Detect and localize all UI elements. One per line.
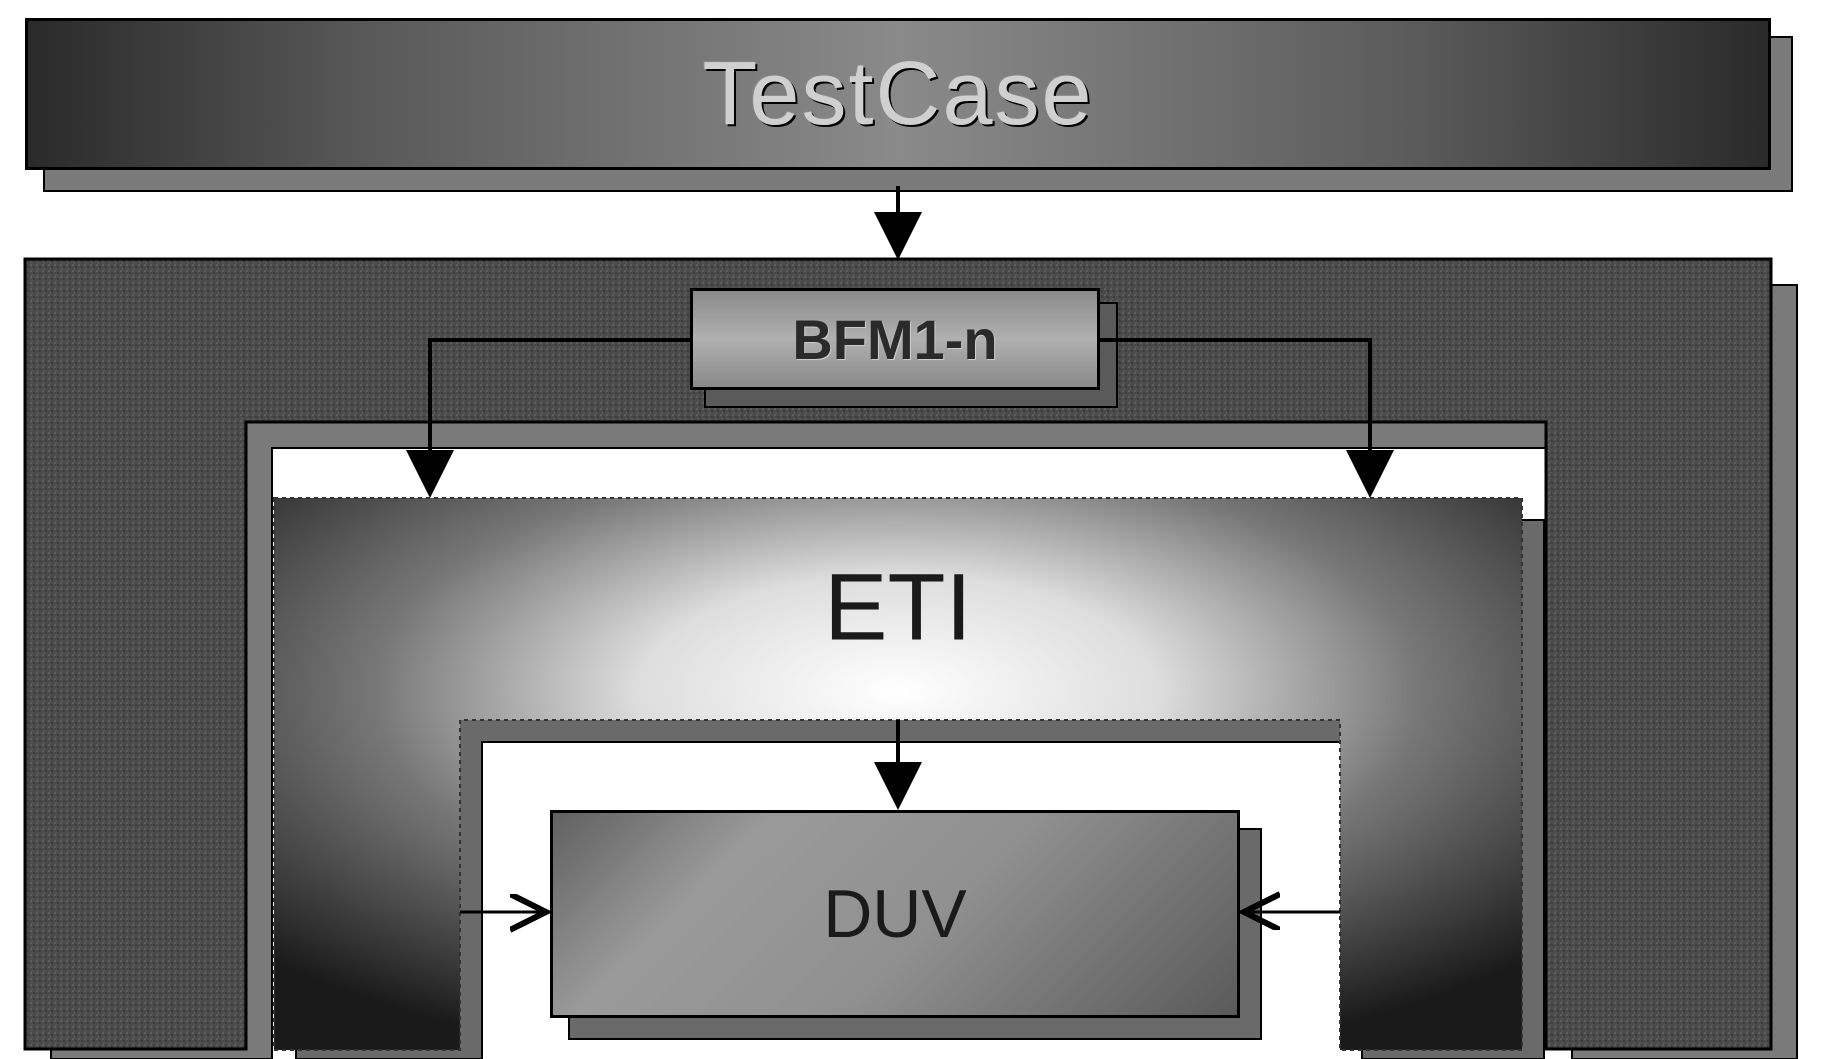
edge-bfm-to-eti-right [1100,340,1370,494]
edge-bfm-to-eti-left [430,340,690,494]
arrows-layer [0,0,1826,1059]
diagram-canvas: TestCase BFM1-n [0,0,1826,1059]
